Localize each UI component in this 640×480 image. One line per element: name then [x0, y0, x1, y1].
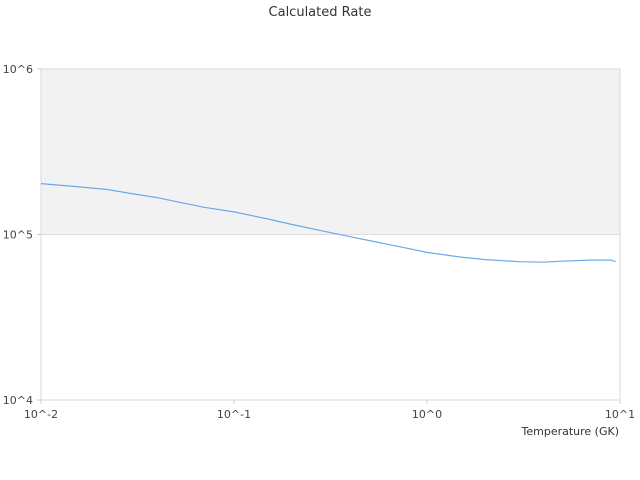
shaded-band — [41, 69, 620, 235]
chart-title: Calculated Rate — [269, 5, 372, 20]
y-tick-label: 10^6 — [3, 63, 33, 76]
y-axis-ticks: 10^4 10^5 10^6 — [3, 63, 41, 407]
series-group — [40, 183, 616, 263]
x-tick-label: 10^1 — [605, 408, 635, 421]
x-tick-label: 10^-1 — [217, 408, 251, 421]
x-tick-label: 10^-2 — [24, 408, 58, 421]
series-line — [40, 183, 616, 263]
y-tick-label: 10^5 — [3, 229, 33, 242]
x-axis-label: Temperature (GK) — [521, 425, 620, 438]
x-tick-label: 10^0 — [412, 408, 442, 421]
y-tick-label: 10^4 — [3, 394, 33, 407]
x-axis-ticks: 10^-2 10^-1 10^0 10^1 — [24, 400, 635, 421]
